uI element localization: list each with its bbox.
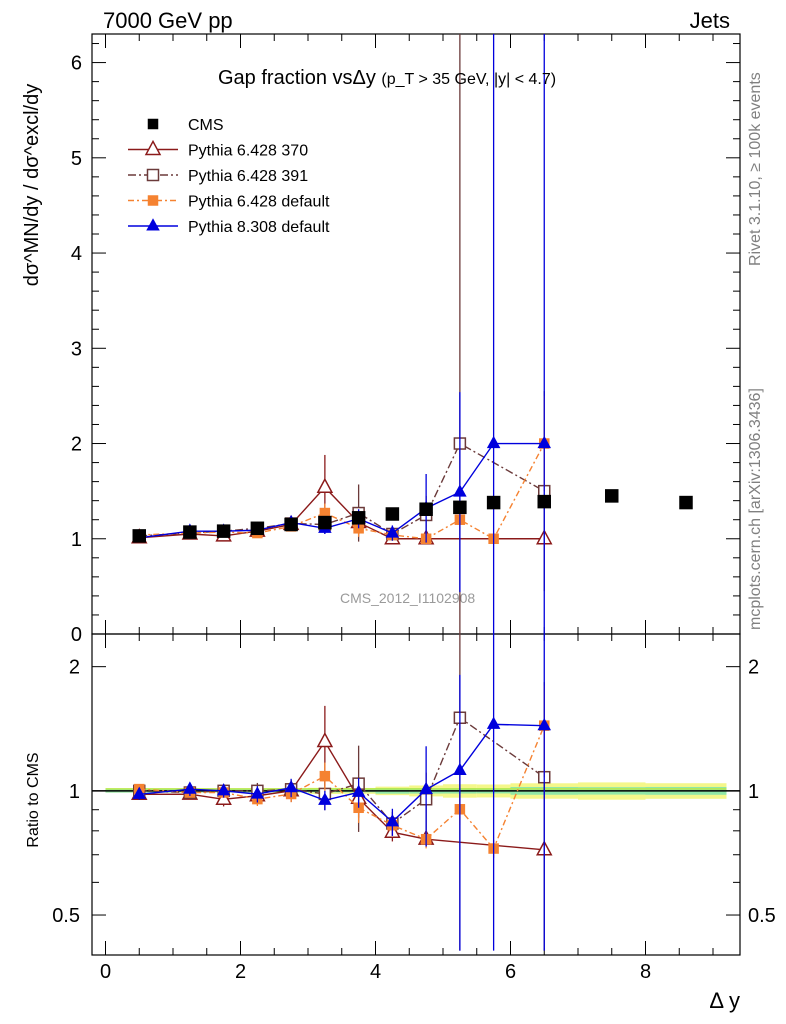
ratio-tick-label: 2	[748, 657, 759, 679]
legend-label: Pythia 6.428 391	[188, 168, 308, 185]
series-line	[139, 442, 545, 539]
ratio-data-point	[318, 792, 332, 805]
x-axis-label: Δ y	[709, 988, 740, 1013]
ratio-data-point	[216, 783, 231, 796]
legend-label: Pythia 8.308 default	[188, 219, 330, 236]
ratio-tick-label: 0.5	[748, 905, 776, 927]
ratio-data-point	[132, 786, 147, 799]
ratio-data-point	[183, 781, 197, 794]
reference-point	[183, 525, 197, 539]
legend-marker	[147, 118, 159, 130]
legend-marker	[146, 168, 160, 182]
ratio-axis-label: Ratio to CMS	[25, 752, 42, 847]
ratio-series-line	[139, 740, 545, 851]
ratio-data-point	[537, 717, 552, 731]
chart-title: Gap fraction vsΔy (p_T > 35 GeV, |y| < 4…	[218, 67, 556, 89]
ratio-series-line	[139, 725, 545, 850]
reference-point	[453, 500, 467, 515]
legend-label: CMS	[188, 117, 224, 134]
series-line	[139, 442, 545, 537]
x-tick-label: 8	[640, 961, 651, 983]
x-tick-label: 4	[370, 961, 381, 983]
ratio-data-point	[319, 770, 331, 782]
ratio-tick-label: 2	[69, 657, 80, 679]
legend-marker	[144, 139, 162, 156]
y-axis-label: dσ^MN/dy / dσ^excl/dy	[21, 84, 43, 286]
data-point	[385, 525, 400, 538]
y-tick-label: 2	[71, 434, 82, 456]
data-point	[537, 435, 552, 449]
reference-point	[605, 489, 619, 503]
reference-point	[679, 495, 693, 510]
ratio-data-point	[316, 731, 334, 748]
ratio-tick-label: 1	[748, 781, 759, 803]
ratio-data-point	[453, 762, 467, 776]
chart-title-cuts: (p_T > 35 GeV, |y| < 4.7)	[381, 71, 556, 88]
ratio-data-point	[250, 786, 265, 799]
ratio-frame	[91, 633, 741, 956]
reference-point	[250, 521, 265, 536]
series-line	[139, 443, 545, 540]
y-tick-label: 3	[71, 338, 82, 360]
ratio-data-point	[215, 789, 232, 806]
ratio-series-line	[139, 723, 545, 823]
legend-marker	[147, 195, 159, 206]
data-point	[486, 435, 501, 449]
y-tick-label: 4	[71, 243, 82, 265]
ratio-data-point	[419, 781, 433, 795]
reference-point	[284, 517, 298, 532]
axes	[91, 33, 741, 956]
ratio-data-point	[284, 779, 298, 793]
energy-label: 7000 GeV pp	[103, 8, 233, 33]
ratio-data-point	[351, 784, 366, 797]
reference-point	[216, 524, 231, 538]
y-tick-label: 0	[71, 624, 82, 646]
data-point	[453, 484, 467, 497]
reference-point	[132, 529, 146, 543]
x-tick-label: 0	[100, 961, 111, 983]
reference-point	[385, 507, 400, 521]
legend-label: Pythia 6.428 370	[188, 143, 308, 160]
reference-point	[537, 494, 551, 509]
reference-point	[486, 495, 501, 510]
ratio-data-point	[385, 814, 400, 827]
ratio-tick-label: 1	[69, 781, 80, 803]
y-tick-label: 5	[71, 148, 82, 170]
reference-point	[351, 511, 366, 525]
reference-point	[318, 515, 332, 530]
analysis-watermark: CMS_2012_I1102908	[340, 590, 476, 606]
ratio-data-point	[486, 716, 501, 729]
y-tick-label: 6	[71, 53, 82, 75]
series-line	[139, 486, 545, 540]
reference-point	[419, 502, 433, 516]
data-point	[316, 477, 334, 494]
process-label: Jets	[689, 8, 730, 33]
legend-marker	[146, 218, 160, 231]
labels: 0 2 4 6 8 0 1 2 3 4 5 6 0.5 0.5 1 1 2 2 Gap fraction vsΔy …	[21, 53, 776, 1013]
x-tick-label: 6	[505, 961, 516, 983]
legend: CMS Pythia 6.428 370 Pythia 6.428 391 Pythi…	[128, 117, 330, 236]
y-tick-label: 1	[71, 529, 82, 551]
legend-label: Pythia 6.428 default	[188, 194, 330, 211]
ratio-tick-label: 0.5	[52, 905, 80, 927]
data-layer	[130, 34, 693, 951]
x-tick-label: 2	[235, 961, 246, 983]
